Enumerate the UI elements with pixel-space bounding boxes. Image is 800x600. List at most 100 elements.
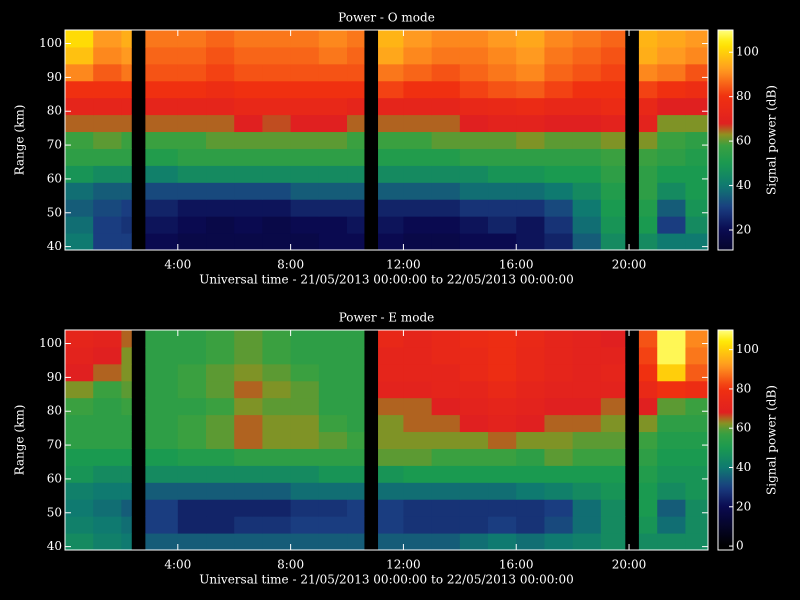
heat-cell — [639, 81, 658, 98]
heat-cell — [432, 148, 461, 165]
heat-cell — [178, 381, 207, 398]
heat-cell — [234, 330, 263, 347]
y-tick-label: 90 — [47, 370, 62, 384]
heat-cell — [65, 148, 94, 165]
heat-cell — [319, 516, 348, 533]
heat-cell — [685, 182, 708, 199]
y-tick-label: 40 — [47, 239, 62, 253]
heat-cell — [657, 432, 686, 449]
heat-cell — [601, 98, 625, 115]
heat-cell — [601, 381, 625, 398]
heat-cell — [206, 98, 235, 115]
heat-cell — [347, 533, 364, 550]
heat-cell — [488, 516, 517, 533]
heat-cell — [403, 165, 432, 182]
heat-cell — [432, 516, 461, 533]
heat-cell — [460, 347, 489, 364]
heat-cell — [573, 499, 602, 516]
heat-cell — [488, 398, 517, 415]
heat-cell — [573, 148, 602, 165]
y-tick-label: 40 — [47, 539, 62, 553]
heat-cell — [262, 98, 291, 115]
x-tick-label: 16:00 — [499, 558, 534, 572]
heat-cell — [516, 330, 545, 347]
heat-cell — [145, 465, 178, 482]
heat-cell — [65, 115, 94, 132]
heat-cell — [262, 199, 291, 216]
heat-cell — [178, 330, 207, 347]
heat-cell — [262, 533, 291, 550]
heat-cell — [378, 233, 404, 250]
heat-cell — [432, 432, 461, 449]
heat-cell — [685, 347, 708, 364]
heat-cell — [657, 499, 686, 516]
heat-cell — [262, 499, 291, 516]
heat-cell — [685, 132, 708, 149]
heat-cell — [544, 165, 573, 182]
heat-cell — [234, 30, 263, 47]
heat-cell — [291, 81, 320, 98]
heat-cell — [65, 216, 94, 233]
heat-cell — [93, 465, 122, 482]
heat-cell — [262, 364, 291, 381]
heat-cell — [178, 81, 207, 98]
heat-cell — [460, 81, 489, 98]
heat-cell — [65, 182, 94, 199]
heat-cell — [460, 148, 489, 165]
heat-cell — [516, 364, 545, 381]
heat-cell — [573, 182, 602, 199]
heat-cell — [378, 115, 404, 132]
heat-cell — [639, 432, 658, 449]
heat-cell — [93, 330, 122, 347]
heat-cell — [488, 465, 517, 482]
heat-cell — [65, 81, 94, 98]
heat-cell — [516, 199, 545, 216]
heat-cell — [262, 415, 291, 432]
heat-cell — [319, 381, 348, 398]
heat-cell — [639, 533, 658, 550]
heat-cell — [601, 182, 625, 199]
y-tick-label: 80 — [47, 104, 62, 118]
heat-cell — [121, 499, 131, 516]
heat-cell — [93, 482, 122, 499]
heat-cell — [516, 347, 545, 364]
heat-cell — [178, 165, 207, 182]
heat-cell — [601, 233, 625, 250]
heat-cell — [544, 148, 573, 165]
heat-cell — [488, 381, 517, 398]
heat-cell — [347, 64, 364, 81]
heat-cell — [206, 64, 235, 81]
heat-cell — [121, 216, 131, 233]
heat-cell — [488, 432, 517, 449]
heat-cell — [403, 415, 432, 432]
heat-cell — [460, 381, 489, 398]
heat-cell — [432, 132, 461, 149]
heat-cell — [403, 199, 432, 216]
heat-cell — [685, 398, 708, 415]
heat-cell — [685, 30, 708, 47]
heat-cell — [378, 330, 404, 347]
heat-cell — [206, 165, 235, 182]
heat-cell — [403, 64, 432, 81]
heat-cell — [145, 398, 178, 415]
y-tick-label: 80 — [47, 404, 62, 418]
heat-cell — [347, 47, 364, 64]
heat-cell — [262, 216, 291, 233]
heat-cell — [685, 148, 708, 165]
colorbar-tick-label: 60 — [736, 134, 751, 148]
heat-cell — [516, 465, 545, 482]
heat-cell — [234, 448, 263, 465]
heat-cell — [432, 216, 461, 233]
heat-cell — [544, 499, 573, 516]
heat-cell — [403, 533, 432, 550]
heat-cell — [516, 381, 545, 398]
heat-cell — [262, 64, 291, 81]
heat-cell — [234, 381, 263, 398]
heat-cell — [639, 132, 658, 149]
heat-cell — [65, 165, 94, 182]
heat-cell — [319, 347, 348, 364]
heat-cell — [460, 398, 489, 415]
heat-cell — [378, 533, 404, 550]
heat-cell — [516, 165, 545, 182]
heat-cell — [121, 381, 131, 398]
